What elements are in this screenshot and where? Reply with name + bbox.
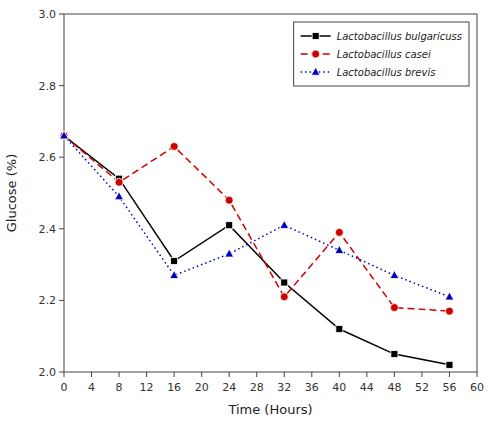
x-tick: [146, 372, 147, 377]
legend-label: Lactobacillus casei: [337, 49, 431, 60]
data-point: [60, 132, 68, 140]
x-tick: [91, 372, 92, 377]
data-point: [391, 351, 398, 358]
x-tick: [64, 372, 65, 377]
x-tick-label: 52: [415, 381, 429, 394]
x-tick: [449, 372, 450, 377]
x-tick: [311, 372, 312, 377]
legend-marker: [311, 67, 320, 75]
chart: 048121620242832364044485256602.02.22.42.…: [0, 0, 491, 426]
data-point: [226, 222, 233, 229]
y-tick: [59, 300, 64, 301]
y-tick-label: 2.4: [39, 223, 57, 236]
legend: Lactobacillus bulgaricuss Lactobacillus c…: [294, 22, 469, 86]
x-tick: [284, 372, 285, 377]
data-point: [280, 220, 289, 228]
x-tick-label: 24: [222, 381, 236, 394]
legend-label: Lactobacillus bulgaricuss: [337, 31, 462, 42]
legend-marker: [312, 33, 319, 40]
axes: 048121620242832364044485256602.02.22.42.…: [39, 8, 485, 394]
data-point: [115, 192, 124, 200]
lines: [64, 136, 449, 365]
y-tick: [59, 157, 64, 158]
series-line: [64, 136, 449, 311]
series-line: [64, 136, 449, 297]
data-point: [115, 178, 123, 186]
series-line: [64, 136, 449, 365]
data-point: [336, 326, 343, 333]
data-point: [225, 196, 233, 204]
legend-marker: [312, 50, 320, 58]
x-tick: [421, 372, 422, 377]
x-tick-label: 8: [116, 381, 123, 394]
x-tick: [174, 372, 175, 377]
x-axis-label: Time (Hours): [227, 402, 312, 417]
y-tick: [59, 228, 64, 229]
x-tick-label: 20: [195, 381, 209, 394]
data-point: [280, 293, 288, 301]
y-tick: [59, 372, 64, 373]
data-point: [335, 228, 343, 236]
y-tick-label: 2.6: [39, 151, 57, 164]
y-tick-label: 2.0: [39, 366, 57, 379]
background: [0, 0, 491, 426]
data-point: [170, 271, 179, 279]
x-tick-label: 44: [360, 381, 374, 394]
x-tick: [229, 372, 230, 377]
x-tick: [119, 372, 120, 377]
y-tick: [59, 85, 64, 86]
x-tick: [339, 372, 340, 377]
data-point: [170, 142, 178, 150]
y-tick-label: 2.8: [39, 80, 57, 93]
data-point: [445, 292, 454, 300]
y-tick: [59, 14, 64, 15]
plot-frame: [64, 14, 477, 372]
x-tick: [394, 372, 395, 377]
x-tick-label: 40: [332, 381, 346, 394]
x-tick-label: 28: [250, 381, 264, 394]
data-point: [390, 271, 399, 279]
y-tick-label: 2.2: [39, 294, 57, 307]
x-tick-label: 56: [442, 381, 456, 394]
data-point: [335, 245, 344, 253]
markers: [60, 131, 454, 368]
x-tick-label: 0: [61, 381, 68, 394]
x-tick-label: 48: [387, 381, 401, 394]
data-point: [225, 249, 234, 257]
x-tick-label: 4: [88, 381, 95, 394]
data-point: [445, 307, 453, 315]
data-point: [60, 131, 69, 139]
x-tick-label: 60: [470, 381, 484, 394]
x-tick-label: 36: [305, 381, 319, 394]
data-point: [446, 361, 453, 368]
data-point: [171, 258, 178, 265]
y-axis-label: Glucose (%): [4, 154, 19, 232]
x-tick-label: 32: [277, 381, 291, 394]
legend-frame: [294, 22, 469, 86]
x-tick-label: 16: [167, 381, 181, 394]
y-tick-label: 3.0: [39, 8, 57, 21]
x-tick-label: 12: [140, 381, 154, 394]
legend-label: Lactobacillus brevis: [337, 67, 436, 78]
x-tick: [477, 372, 478, 377]
x-tick: [201, 372, 202, 377]
x-tick: [366, 372, 367, 377]
data-point: [390, 304, 398, 312]
data-point: [281, 279, 288, 286]
x-tick: [256, 372, 257, 377]
